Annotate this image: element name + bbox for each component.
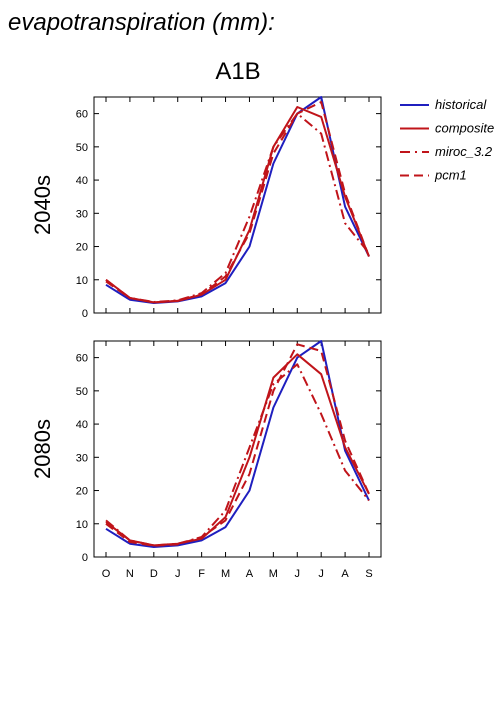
x-tick-label: N bbox=[126, 568, 134, 580]
y-tick-label: 60 bbox=[76, 109, 88, 121]
series-line-historical bbox=[105, 96, 370, 304]
y-tick-label: 20 bbox=[76, 242, 88, 254]
x-tick-label: A bbox=[246, 568, 254, 580]
period-label: 2080s bbox=[30, 419, 55, 479]
series-line-miroc-3-2 bbox=[105, 112, 370, 303]
x-tick-label: O bbox=[102, 568, 111, 580]
plot-frame bbox=[93, 340, 382, 558]
panel-2080s: 0 10 20 30 40 50 60 O N D J F M A M J J A S 2080s bbox=[30, 340, 382, 580]
y-tick-label: 30 bbox=[76, 452, 88, 464]
x-tick-label: J bbox=[318, 568, 324, 580]
panel-2040s: 0 10 20 30 40 50 60 2040s bbox=[30, 96, 382, 320]
series-line-historical bbox=[105, 340, 370, 548]
x-tick-label: M bbox=[221, 568, 230, 580]
y-tick-label: 30 bbox=[76, 208, 88, 220]
y-tick-label: 60 bbox=[76, 353, 88, 365]
x-tick-label: F bbox=[198, 568, 205, 580]
y-tick-label: 40 bbox=[76, 419, 88, 431]
x-tick-label: J bbox=[295, 568, 301, 580]
x-tick-label: D bbox=[150, 568, 158, 580]
x-tick-label: J bbox=[175, 568, 181, 580]
y-tick-label: 0 bbox=[82, 552, 88, 564]
y-tick-label: 10 bbox=[76, 275, 88, 287]
legend-label-pcm1: pcm1 bbox=[434, 168, 467, 183]
legend: historical composite miroc_3.2 pcm1 bbox=[400, 97, 494, 183]
x-tick-label: A bbox=[341, 568, 349, 580]
scenario-label: A1B bbox=[215, 58, 260, 85]
legend-label-miroc-3-2: miroc_3.2 bbox=[435, 144, 493, 159]
y-tick-label: 0 bbox=[82, 308, 88, 320]
x-tick-label: S bbox=[365, 568, 372, 580]
y-tick-label: 10 bbox=[76, 519, 88, 531]
y-tick-label: 50 bbox=[76, 386, 88, 398]
series-line-miroc-3-2 bbox=[105, 363, 370, 547]
figure-title: evapotranspiration (mm): bbox=[8, 9, 275, 36]
y-tick-label: 50 bbox=[76, 142, 88, 154]
legend-label-composite: composite bbox=[435, 121, 494, 136]
plot-frame bbox=[93, 96, 382, 314]
y-tick-label: 20 bbox=[76, 486, 88, 498]
series-line-pcm1 bbox=[105, 101, 370, 304]
legend-label-historical: historical bbox=[435, 97, 487, 112]
y-tick-label: 40 bbox=[76, 175, 88, 187]
series-line-pcm1 bbox=[105, 343, 370, 547]
x-tick-label: M bbox=[269, 568, 278, 580]
period-label: 2040s bbox=[30, 175, 55, 235]
